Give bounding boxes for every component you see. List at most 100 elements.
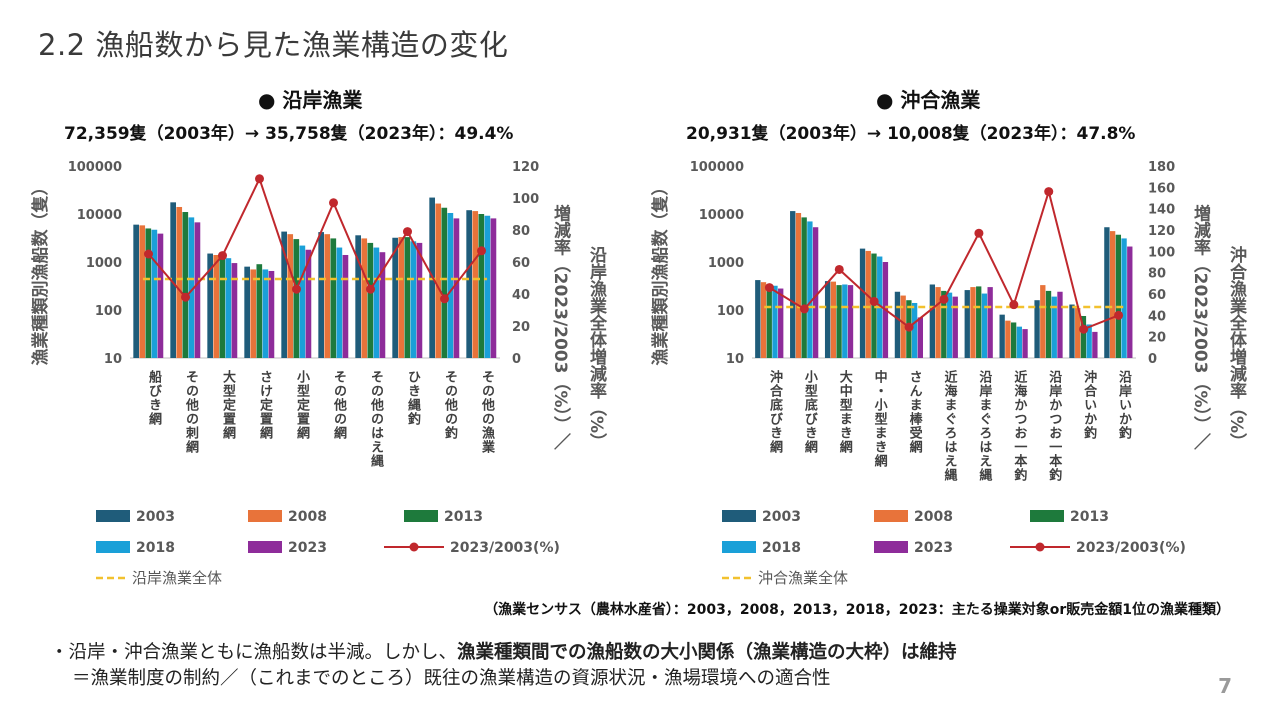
bar-2008 bbox=[324, 234, 331, 358]
bar-2013 bbox=[145, 228, 152, 358]
y2-tick-label: 120 bbox=[1148, 224, 1175, 239]
bar-2023 bbox=[342, 254, 349, 358]
bar-2008 bbox=[760, 282, 767, 358]
bar-2023 bbox=[416, 242, 423, 358]
bar-2003 bbox=[244, 266, 250, 358]
bar-2013 bbox=[1045, 290, 1052, 358]
bar-2023 bbox=[305, 249, 312, 358]
bar-2008 bbox=[795, 212, 802, 358]
bar-2023 bbox=[778, 288, 784, 358]
bar-2008 bbox=[865, 250, 871, 358]
legend-label: 2018 bbox=[136, 540, 175, 556]
bar-2013 bbox=[182, 212, 189, 358]
y-tick-label: 100 bbox=[717, 304, 744, 319]
bar-2023 bbox=[1022, 329, 1028, 358]
bar-2018 bbox=[1121, 238, 1127, 358]
y-tick-label: 100000 bbox=[68, 160, 122, 175]
category-label: その他の釣 bbox=[442, 370, 459, 440]
bar-2023 bbox=[379, 252, 386, 358]
category-label: 大中型まき網 bbox=[837, 369, 853, 454]
bar-2003 bbox=[929, 284, 936, 358]
bar-2018 bbox=[772, 285, 778, 358]
legend-label: 2013 bbox=[444, 509, 483, 525]
chart-heading-offshore: ● 沖合漁業 bbox=[876, 88, 981, 112]
y2-axis-title-2: 沿岸漁業全体増減率（%） bbox=[586, 246, 608, 450]
legend-label: 2018 bbox=[762, 540, 801, 556]
category-label: 船びき網 bbox=[146, 369, 162, 426]
category-label: 小型定置網 bbox=[294, 370, 311, 440]
ratio-point bbox=[218, 251, 227, 261]
category-label: 沿岸いか釣 bbox=[1116, 370, 1132, 440]
y2-tick-label: 120 bbox=[512, 160, 539, 175]
bar-2003 bbox=[1069, 304, 1075, 358]
bar-2013 bbox=[256, 264, 263, 358]
bar-2013 bbox=[367, 242, 374, 358]
bar-2003 bbox=[1104, 227, 1110, 358]
category-label: 沿岸かつお一本釣 bbox=[1046, 370, 1062, 482]
bar-2008 bbox=[830, 281, 837, 358]
bar-2003 bbox=[355, 235, 361, 358]
bar-2018 bbox=[299, 245, 306, 358]
legend-label: 沿岸漁業全体 bbox=[132, 569, 222, 587]
ratio-point bbox=[477, 246, 486, 256]
bar-2018 bbox=[1051, 296, 1057, 358]
y2-axis-title-1: 増減率（2023/2003（%））／ bbox=[550, 204, 571, 450]
legend-label: 沖合漁業全体 bbox=[758, 569, 848, 587]
bar-2023 bbox=[1092, 331, 1098, 358]
y2-axis-title-2: 沖合漁業全体増減率（%） bbox=[1226, 245, 1248, 450]
y-tick-label: 10 bbox=[104, 352, 122, 367]
y-tick-label: 10000 bbox=[699, 208, 744, 223]
bar-2023 bbox=[490, 218, 497, 358]
y2-axis-title-1: 増減率（2023/2003（%））／ bbox=[1190, 204, 1211, 450]
legend-swatch-2013 bbox=[404, 510, 438, 522]
bar-2008 bbox=[139, 225, 146, 358]
ratio-point bbox=[403, 227, 412, 237]
category-label: 大型定置網 bbox=[220, 369, 237, 440]
category-label: 沖合いか釣 bbox=[1081, 369, 1097, 440]
legend-label: 2003 bbox=[762, 509, 801, 525]
y2-tick-label: 100 bbox=[512, 192, 539, 207]
ratio-point bbox=[1079, 324, 1089, 334]
legend-marker-ratio bbox=[1035, 542, 1045, 552]
bar-2008 bbox=[213, 254, 220, 358]
bar-2003 bbox=[318, 232, 324, 358]
ratio-point bbox=[904, 322, 914, 332]
ratio-point bbox=[255, 174, 264, 184]
legend-swatch-2018 bbox=[722, 541, 756, 553]
bar-2023 bbox=[917, 317, 924, 358]
legend-label: 2023 bbox=[914, 540, 953, 556]
bar-2018 bbox=[1086, 324, 1092, 358]
bar-2008 bbox=[1040, 285, 1046, 358]
bar-2008 bbox=[1109, 231, 1116, 358]
legend-swatch-2023 bbox=[248, 541, 282, 553]
bar-2003 bbox=[133, 224, 139, 358]
bar-2013 bbox=[766, 285, 772, 358]
bar-2013 bbox=[1010, 322, 1017, 358]
y-tick-label: 1000 bbox=[708, 256, 744, 271]
bar-2013 bbox=[836, 285, 842, 358]
bar-2008 bbox=[900, 295, 906, 358]
bar-2008 bbox=[250, 269, 257, 358]
conclusion-line-2: ＝漁業制度の制約／（これまでのところ）既往の漁業構造の資源状況・漁場環境への適合… bbox=[72, 668, 831, 689]
bar-2003 bbox=[1034, 300, 1040, 358]
legend-marker-ratio bbox=[409, 542, 419, 552]
ratio-point bbox=[1114, 310, 1124, 320]
bar-2003 bbox=[170, 202, 176, 358]
bar-2018 bbox=[336, 247, 343, 358]
bar-2023 bbox=[194, 222, 201, 358]
category-label: その他のはえ縄 bbox=[368, 370, 385, 468]
bar-2018 bbox=[484, 215, 491, 358]
bar-2013 bbox=[330, 238, 337, 358]
bar-2003 bbox=[824, 281, 831, 358]
chart-heading-coastal: ● 沿岸漁業 bbox=[258, 88, 363, 112]
bar-2023 bbox=[847, 285, 854, 358]
y2-tick-label: 140 bbox=[1148, 203, 1175, 218]
bar-2018 bbox=[373, 247, 380, 358]
bar-2023 bbox=[1127, 246, 1133, 358]
y2-tick-label: 0 bbox=[512, 352, 521, 367]
bar-2008 bbox=[935, 287, 941, 358]
bar-2023 bbox=[231, 263, 238, 358]
bar-2018 bbox=[262, 269, 269, 358]
bar-2003 bbox=[894, 291, 901, 358]
